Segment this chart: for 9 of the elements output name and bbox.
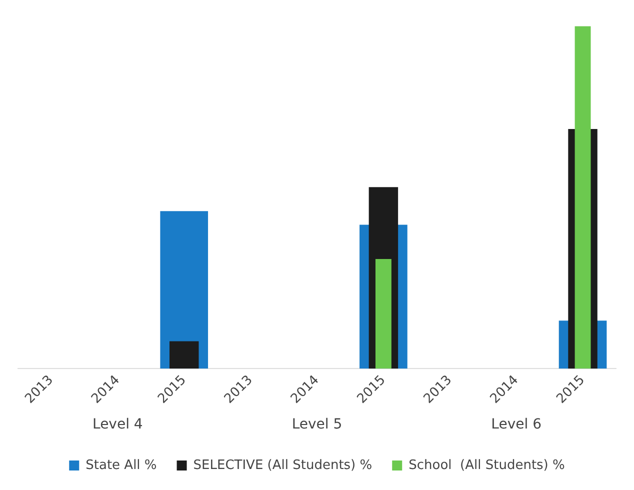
legend-label: SELECTIVE (All Students) %	[193, 458, 372, 473]
legend-label: State All %	[86, 458, 157, 473]
text: Level 4	[92, 416, 143, 433]
bar	[574, 26, 591, 369]
legend-label: School (All Students) %	[408, 458, 565, 473]
bar	[169, 341, 199, 369]
text: Level 5	[292, 416, 342, 433]
bar	[375, 259, 392, 369]
text: Level 6	[491, 416, 542, 433]
